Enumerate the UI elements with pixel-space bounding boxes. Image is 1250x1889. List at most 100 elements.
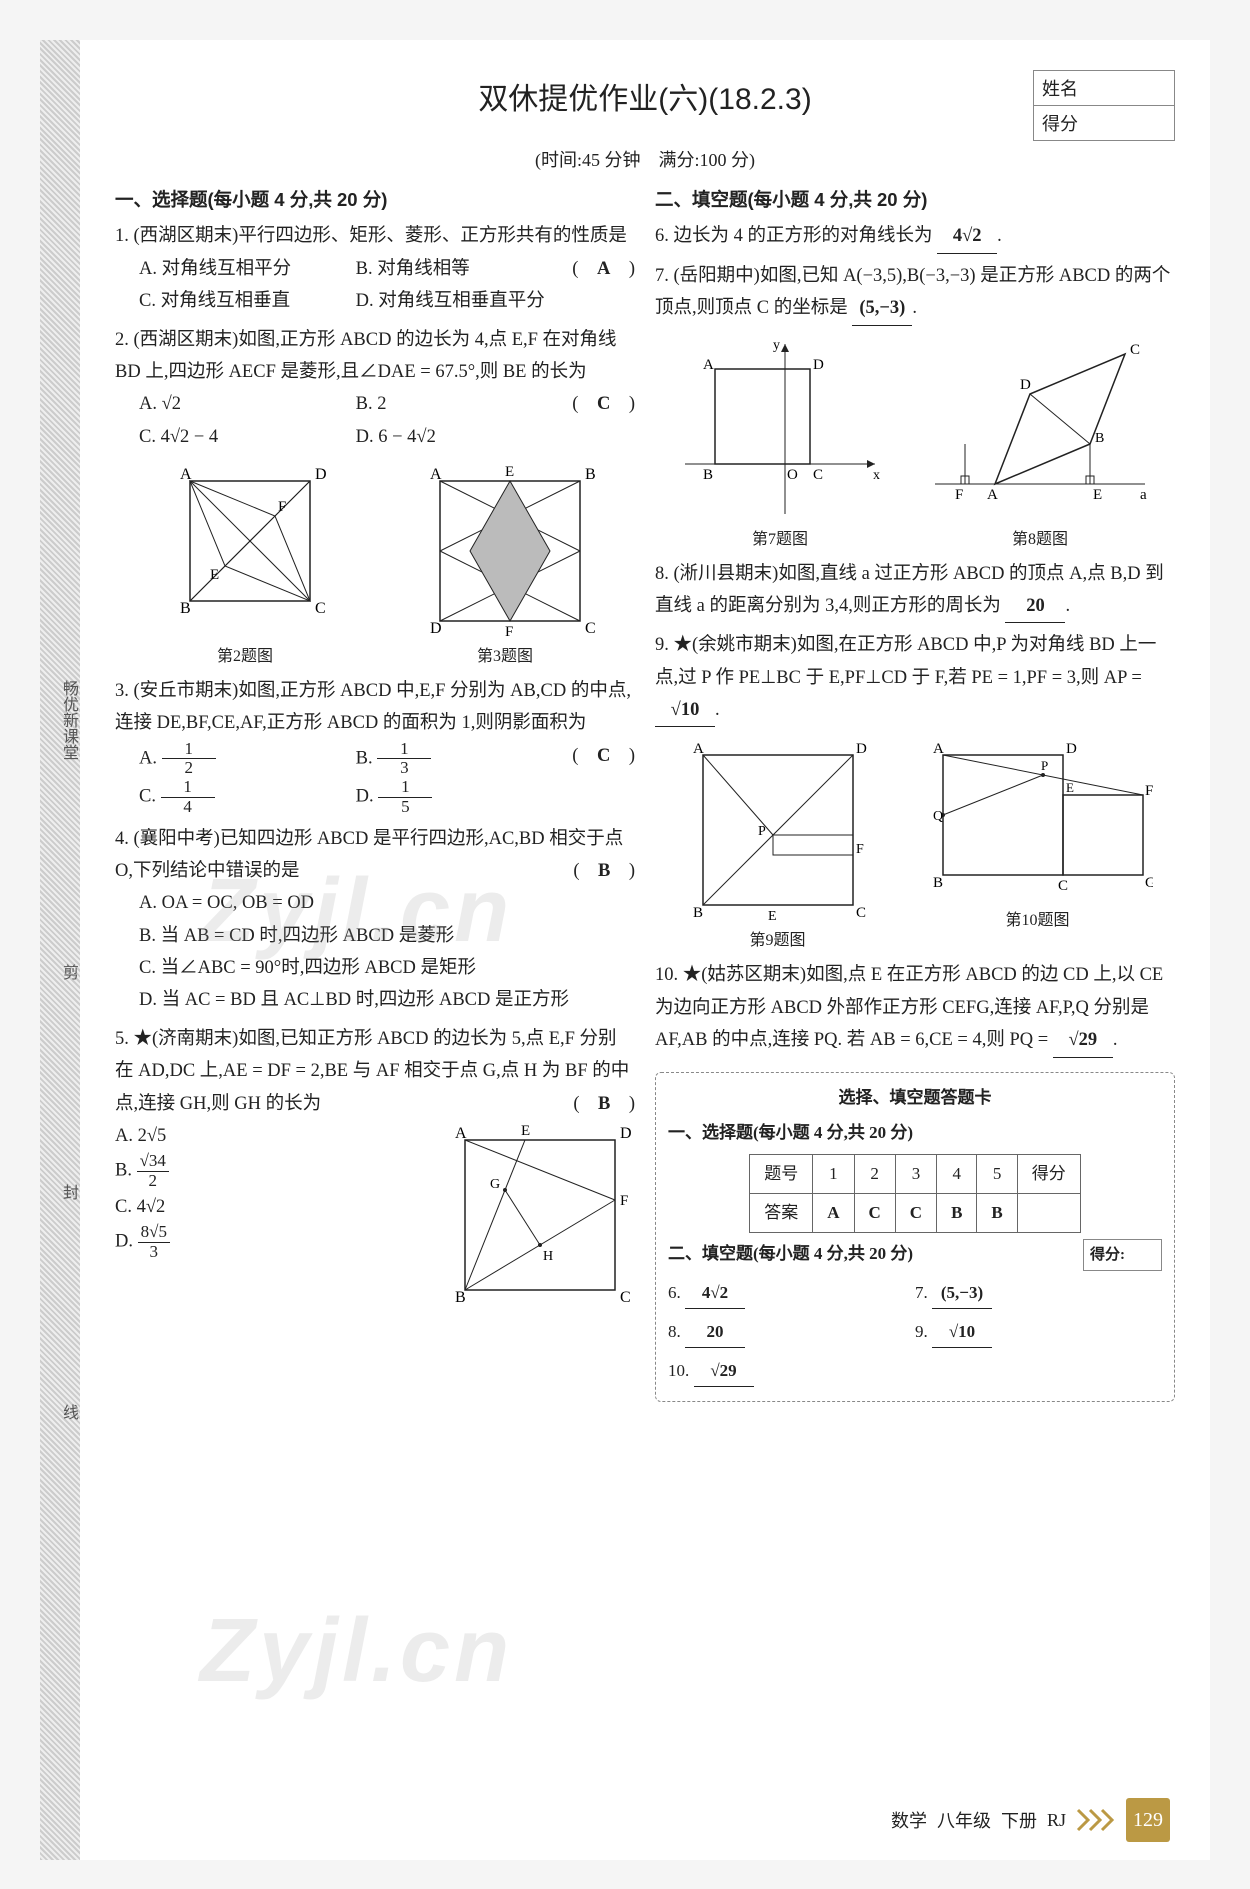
- q3-optA: A. 12: [139, 740, 356, 778]
- q8-blank[interactable]: 20: [1005, 590, 1065, 623]
- svg-text:B: B: [693, 905, 703, 921]
- svg-text:D: D: [813, 357, 824, 373]
- fig7-caption: 第7题图: [675, 526, 885, 554]
- ac-sec1: 一、选择题(每小题 4 分,共 20 分): [668, 1118, 1162, 1148]
- q3-optB: B. 13: [356, 740, 573, 778]
- svg-text:A: A: [987, 487, 998, 503]
- svg-text:G: G: [490, 1177, 500, 1192]
- fig9-caption: 第9题图: [678, 927, 878, 955]
- svg-text:F: F: [1145, 783, 1153, 799]
- problem-7: 7. (岳阳期中)如图,已知 A(−3,5),B(−3,−3) 是正方形 ABC…: [655, 260, 1175, 326]
- ac-f8: 8. 20: [668, 1313, 915, 1352]
- left-column: 一、选择题(每小题 4 分,共 20 分) 1. (西湖区期末)平行四边形、矩形…: [115, 180, 635, 1402]
- svg-text:F: F: [856, 842, 864, 857]
- score-field[interactable]: 得分: [1034, 106, 1174, 140]
- svg-text:E: E: [505, 464, 514, 480]
- svg-text:D: D: [1020, 377, 1031, 393]
- q1-optD: D. 对角线互相垂直平分: [356, 285, 573, 317]
- svg-text:A: A: [693, 741, 704, 757]
- fig10: AD QP EF BCG 第10题图: [923, 735, 1153, 955]
- q3-optD: D. 15: [356, 778, 573, 816]
- svg-text:H: H: [543, 1249, 553, 1264]
- q5-optB: B. √342: [115, 1152, 445, 1190]
- svg-text:C: C: [856, 905, 866, 921]
- q5-optD: D. 8√53: [115, 1223, 445, 1261]
- svg-text:B: B: [180, 600, 191, 617]
- section1-title: 一、选择题(每小题 4 分,共 20 分): [115, 184, 635, 216]
- svg-text:F: F: [278, 499, 286, 515]
- fig-row-2-3: AD BC FE 第2题图 AEB DFC: [115, 461, 635, 671]
- svg-text:E: E: [521, 1123, 530, 1139]
- q2-stem: 2. (西湖区期末)如图,正方形 ABCD 的边长为 4,点 E,F 在对角线 …: [115, 330, 617, 382]
- svg-text:E: E: [210, 567, 219, 583]
- mc-answer-table: 题号 1 2 3 4 5 得分 答案 A C C B B: [749, 1154, 1081, 1233]
- svg-text:E: E: [1093, 487, 1102, 503]
- student-info-box: 姓名 得分: [1033, 70, 1175, 141]
- q5-stem: 5. ★(济南期末)如图,已知正方形 ABCD 的边长为 5,点 E,F 分别在…: [115, 1029, 629, 1114]
- q1-optB: B. 对角线相等: [356, 253, 573, 285]
- q3-stem: 3. (安丘市期末)如图,正方形 ABCD 中,E,F 分别为 AB,CD 的中…: [115, 681, 631, 733]
- svg-text:C: C: [315, 600, 326, 617]
- q2-optB: B. 2: [356, 388, 573, 420]
- page-footer: 数学 八年级 下册 RJ 129: [891, 1798, 1170, 1842]
- footer-grade: 八年级: [937, 1807, 991, 1833]
- answer-card-title: 选择、填空题答题卡: [668, 1083, 1162, 1113]
- section2-title: 二、填空题(每小题 4 分,共 20 分): [655, 184, 1175, 216]
- svg-text:F: F: [620, 1193, 628, 1209]
- svg-text:D: D: [1066, 741, 1077, 757]
- q5-answer-paren: ( B ): [573, 1088, 635, 1120]
- svg-text:P: P: [758, 824, 766, 839]
- q4-answer-paren: ( B ): [573, 855, 635, 887]
- q5-optC: C. 4√2: [115, 1191, 445, 1223]
- fill-answers: 6. 4√2 7. (5,−3) 8. 20 9. √10 10. √29: [668, 1274, 1162, 1390]
- fig2-caption: 第2题图: [150, 643, 340, 671]
- svg-text:B: B: [1095, 431, 1104, 446]
- problem-9: 9. ★(余姚市期末)如图,在正方形 ABCD 中,P 为对角线 BD 上一点,…: [655, 629, 1175, 727]
- fig7: AD BC Oxy 第7题图: [675, 334, 885, 554]
- q6-blank[interactable]: 4√2: [937, 220, 997, 253]
- fig8: DC AE Fa B 第8题图: [925, 334, 1155, 554]
- ac-f10: 10. √29: [668, 1352, 915, 1391]
- worksheet-page: 双休提优作业(六)(18.2.3) 姓名 得分 (时间:45 分钟 满分:100…: [80, 40, 1210, 1860]
- svg-text:D: D: [620, 1125, 632, 1142]
- page-number: 129: [1126, 1798, 1170, 1842]
- fig9: AD BC PF E 第9题图: [678, 735, 878, 955]
- svg-text:G: G: [1145, 875, 1153, 891]
- footer-subject: 数学: [891, 1807, 927, 1833]
- ac-f7: 7. (5,−3): [915, 1274, 1162, 1313]
- name-field[interactable]: 姓名: [1034, 71, 1174, 106]
- svg-text:Q: Q: [933, 809, 943, 824]
- svg-text:D: D: [856, 741, 867, 757]
- svg-text:A: A: [933, 741, 944, 757]
- mc-score-cell[interactable]: [1017, 1193, 1080, 1232]
- svg-text:A: A: [703, 357, 714, 373]
- fig-row-9-10: AD BC PF E 第9题图 AD: [655, 735, 1175, 955]
- fig8-caption: 第8题图: [925, 526, 1155, 554]
- svg-text:O: O: [787, 467, 798, 483]
- fig2: AD BC FE 第2题图: [150, 461, 340, 671]
- problem-8: 8. (淅川县期末)如图,直线 a 过正方形 ABCD 的顶点 A,点 B,D …: [655, 558, 1175, 624]
- q1-stem: 1. (西湖区期末)平行四边形、矩形、菱形、正方形共有的性质是: [115, 226, 627, 246]
- side-label: 线: [56, 1404, 80, 1420]
- footer-series: RJ: [1047, 1810, 1066, 1831]
- fill-score-box[interactable]: 得分:: [1083, 1239, 1162, 1271]
- svg-text:x: x: [873, 468, 880, 483]
- q4-optB: B. 当 AB = CD 时,四边形 ABCD 是菱形: [139, 920, 635, 952]
- q1-optA: A. 对角线互相平分: [139, 253, 356, 285]
- q3-answer-paren: ( C ): [572, 740, 635, 772]
- q2-answer-paren: ( C ): [572, 388, 635, 420]
- svg-text:B: B: [933, 875, 943, 891]
- answer-card: 选择、填空题答题卡 一、选择题(每小题 4 分,共 20 分) 题号 1 2 3…: [655, 1072, 1175, 1402]
- q9-blank[interactable]: √10: [655, 694, 715, 727]
- problem-4: 4. (襄阳中考)已知四边形 ABCD 是平行四边形,AC,BD 相交于点 O,…: [115, 823, 635, 1017]
- chevron-icon: [1076, 1808, 1116, 1832]
- fig5: AED FGH BC: [445, 1120, 635, 1310]
- svg-text:P: P: [1041, 758, 1048, 773]
- q7-blank[interactable]: (5,−3): [852, 292, 912, 325]
- fig10-caption: 第10题图: [923, 907, 1153, 935]
- problem-3: 3. (安丘市期末)如图,正方形 ABCD 中,E,F 分别为 AB,CD 的中…: [115, 675, 635, 817]
- svg-text:D: D: [430, 620, 442, 637]
- q10-blank[interactable]: √29: [1053, 1024, 1113, 1057]
- problem-6: 6. 边长为 4 的正方形的对角线长为 4√2.: [655, 220, 1175, 253]
- time-fullscore: (时间:45 分钟 满分:100 分): [115, 146, 1175, 172]
